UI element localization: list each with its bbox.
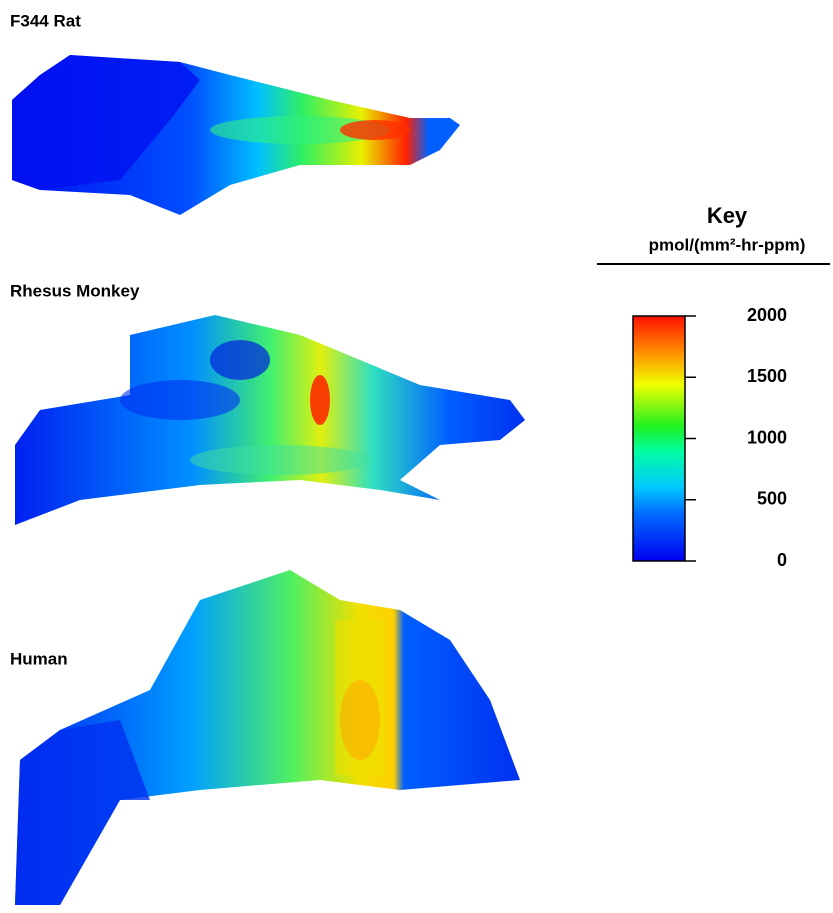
human-map bbox=[15, 570, 520, 905]
tick-label: 2000 bbox=[747, 305, 787, 325]
page: F344 Rat Rhesus Monkey Human Key pmol/(m… bbox=[0, 0, 833, 913]
key-unit: pmol/(mm²-hr-ppm) bbox=[649, 235, 806, 254]
key-title: Key bbox=[707, 203, 748, 228]
panel-label: Rhesus Monkey bbox=[10, 281, 140, 300]
tick-label: 1500 bbox=[747, 366, 787, 386]
monkey-map bbox=[15, 315, 525, 525]
figure: F344 Rat Rhesus Monkey Human Key pmol/(m… bbox=[0, 0, 833, 913]
panel-label: Human bbox=[10, 649, 68, 668]
tick-label: 0 bbox=[777, 550, 787, 570]
color-bar bbox=[633, 316, 685, 561]
rat-map bbox=[12, 55, 460, 215]
panel-label: F344 Rat bbox=[10, 11, 81, 30]
tick-label: 500 bbox=[757, 489, 787, 509]
tick-label: 1000 bbox=[747, 427, 787, 447]
